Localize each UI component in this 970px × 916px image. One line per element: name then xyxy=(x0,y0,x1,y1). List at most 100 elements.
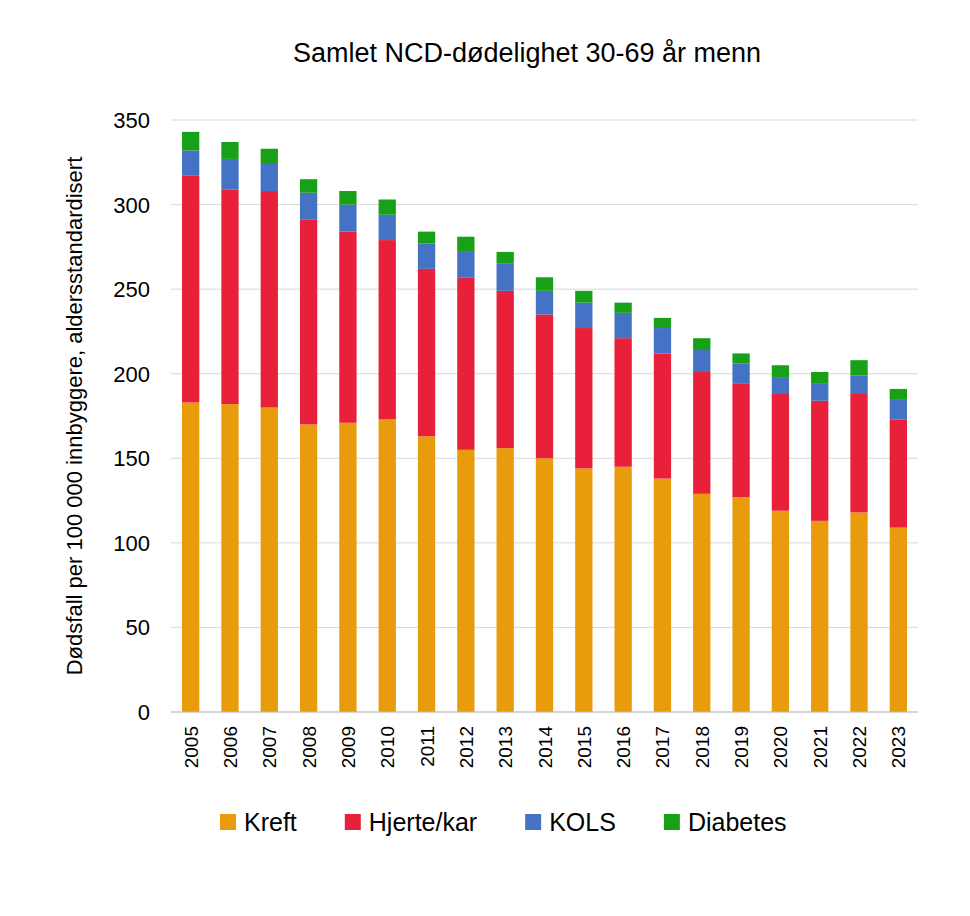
x-tick-label: 2010 xyxy=(377,726,398,768)
bar-segment xyxy=(536,315,553,459)
bar-segment xyxy=(221,142,238,159)
bar-segment xyxy=(379,419,396,712)
bar-segment xyxy=(339,423,356,712)
bar-segment xyxy=(654,328,671,353)
bar-segment xyxy=(182,132,199,151)
bar-segment xyxy=(890,528,907,712)
y-tick-label: 100 xyxy=(113,531,150,556)
bar-segment xyxy=(418,436,435,712)
bar-segment xyxy=(300,220,317,425)
legend-swatch xyxy=(345,814,361,830)
bar-segment xyxy=(497,291,514,448)
grid-line xyxy=(171,120,918,121)
legend-swatch xyxy=(220,814,236,830)
bar-segment xyxy=(772,365,789,377)
legend: KreftHjerte/karKOLSDiabetes xyxy=(220,808,787,836)
bar-segment xyxy=(732,353,749,363)
x-tick-label: 2012 xyxy=(456,726,477,768)
bar-segment xyxy=(221,189,238,404)
x-tick-label: 2020 xyxy=(770,726,791,768)
bar-segment xyxy=(850,360,867,375)
x-tick-label: 2014 xyxy=(535,726,556,769)
legend-swatch xyxy=(664,814,680,830)
bar-segment xyxy=(536,458,553,712)
x-tick-label: 2005 xyxy=(181,726,202,768)
bar-segment xyxy=(654,479,671,712)
x-tick-label: 2006 xyxy=(220,726,241,768)
bar-segment xyxy=(575,303,592,328)
bar-segment xyxy=(339,205,356,232)
bar-segment xyxy=(418,269,435,436)
bar-segment xyxy=(261,408,278,712)
bar-segment xyxy=(497,264,514,291)
bar-segment xyxy=(261,191,278,408)
bar-segment xyxy=(811,521,828,712)
chart-container: Samlet NCD-dødelighet 30-69 år menn Dødsf… xyxy=(0,0,970,916)
bar-segment xyxy=(614,313,631,338)
bar-segment xyxy=(339,191,356,205)
bar-segment xyxy=(379,215,396,240)
x-tick-label: 2019 xyxy=(731,726,752,768)
bar-segment xyxy=(221,159,238,189)
x-tick-label: 2021 xyxy=(810,726,831,768)
bar-segment xyxy=(772,377,789,394)
x-tick-label: 2018 xyxy=(692,726,713,768)
bar-segment xyxy=(654,353,671,478)
legend-label: KOLS xyxy=(549,808,616,836)
bar-segment xyxy=(575,328,592,468)
x-tick-label: 2007 xyxy=(259,726,280,768)
y-tick-label: 50 xyxy=(126,615,150,640)
bars xyxy=(182,132,907,712)
bar-segment xyxy=(614,303,631,313)
bar-segment xyxy=(457,277,474,450)
bar-segment xyxy=(221,404,238,712)
bar-segment xyxy=(497,252,514,264)
x-tick-label: 2009 xyxy=(338,726,359,768)
bar-segment xyxy=(811,401,828,521)
bar-segment xyxy=(693,494,710,712)
legend-swatch xyxy=(525,814,541,830)
chart-svg: Samlet NCD-dødelighet 30-69 år menn Dødsf… xyxy=(0,0,970,916)
x-tick-label: 2015 xyxy=(574,726,595,768)
bar-segment xyxy=(772,511,789,712)
bar-segment xyxy=(261,149,278,164)
title: Samlet NCD-dødelighet 30-69 år menn xyxy=(293,38,761,68)
bar-segment xyxy=(890,419,907,527)
x-tick-label: 2008 xyxy=(299,726,320,768)
bar-segment xyxy=(457,237,474,252)
bar-segment xyxy=(772,394,789,511)
y-tick-label: 200 xyxy=(113,362,150,387)
bar-segment xyxy=(811,384,828,401)
bar-segment xyxy=(182,150,199,175)
bar-segment xyxy=(300,193,317,220)
legend-label: Kreft xyxy=(244,808,297,836)
x-tick-label: 2011 xyxy=(417,726,438,767)
bar-segment xyxy=(890,389,907,399)
legend-label: Diabetes xyxy=(688,808,787,836)
bar-segment xyxy=(693,338,710,350)
y-axis-label: Dødsfall per 100 000 innbyggere, alderss… xyxy=(62,157,87,676)
bar-segment xyxy=(457,252,474,277)
bar-segment xyxy=(497,448,514,712)
bar-segment xyxy=(182,402,199,712)
bar-segment xyxy=(418,243,435,268)
y-tick-label: 0 xyxy=(138,700,150,725)
bar-segment xyxy=(732,497,749,712)
bar-segment xyxy=(379,240,396,419)
bar-segment xyxy=(536,277,553,291)
bar-segment xyxy=(732,364,749,384)
y-tick-label: 150 xyxy=(113,446,150,471)
bar-segment xyxy=(850,375,867,394)
bar-segment xyxy=(614,338,631,467)
bar-segment xyxy=(418,232,435,244)
bar-segment xyxy=(339,232,356,423)
grid-line xyxy=(171,204,918,205)
bar-segment xyxy=(457,450,474,712)
bar-segment xyxy=(614,467,631,712)
y-tick-label: 250 xyxy=(113,277,150,302)
bar-segment xyxy=(300,179,317,193)
x-axis-line xyxy=(171,712,918,713)
x-tick-label: 2017 xyxy=(652,726,673,768)
bar-segment xyxy=(536,291,553,315)
bar-segment xyxy=(811,372,828,384)
